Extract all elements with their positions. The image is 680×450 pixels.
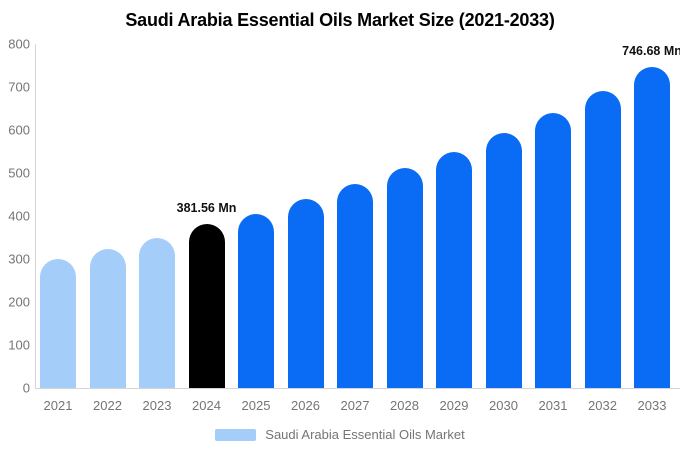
y-tick-label-100: 100 (8, 337, 30, 353)
value-label-2024: 381.56 Mn (176, 200, 237, 215)
y-tick-label-300: 300 (8, 251, 30, 267)
y-tick-label-800: 800 (8, 36, 30, 52)
y-tick-label-500: 500 (8, 165, 30, 181)
bar-2027[interactable] (337, 184, 373, 388)
x-tick-label-2023: 2023 (142, 398, 172, 413)
y-tick-label-700: 700 (8, 79, 30, 95)
bar-2029[interactable] (436, 151, 472, 388)
x-tick-label-2026: 2026 (291, 398, 320, 413)
legend-swatch[interactable] (215, 428, 257, 441)
bar-2023[interactable] (139, 237, 175, 388)
x-tick-label-2029: 2029 (439, 398, 469, 413)
bar-2030[interactable] (485, 133, 522, 388)
x-tick-label-2025: 2025 (241, 398, 271, 413)
x-tick-label-2024: 2024 (192, 398, 221, 413)
chart-title: Saudi Arabia Essential Oils Market Size … (125, 10, 555, 30)
legend[interactable]: Saudi Arabia Essential Oils Market (0, 427, 680, 442)
x-tick-label-2027: 2027 (340, 398, 370, 413)
x-tick-label-2030: 2030 (489, 398, 518, 413)
y-tick-label-600: 600 (8, 122, 30, 138)
y-axis-line (35, 44, 36, 389)
bar-2033[interactable] (634, 66, 670, 388)
y-tick-label-200: 200 (8, 294, 30, 310)
bar-2032[interactable] (584, 90, 621, 388)
bar-2028[interactable] (386, 167, 423, 388)
y-tick-label-400: 400 (8, 208, 30, 224)
x-tick-label-2031: 2031 (538, 398, 568, 413)
x-tick-label-2033: 2033 (637, 398, 667, 413)
x-tick-label-2032: 2032 (588, 398, 617, 413)
bar-2022[interactable] (89, 248, 126, 388)
bar-2021[interactable] (40, 259, 76, 388)
x-axis-line (35, 388, 680, 389)
x-tick-label-2021: 2021 (43, 398, 73, 413)
value-label-2033: 746.68 Mn (622, 43, 680, 58)
legend-label: Saudi Arabia Essential Oils Market (265, 427, 465, 442)
y-tick-label-0: 0 (22, 380, 30, 396)
x-tick-label-2028: 2028 (390, 398, 419, 413)
bar-2026[interactable] (287, 199, 324, 388)
x-tick-label-2022: 2022 (93, 398, 122, 413)
bar-2031[interactable] (535, 112, 571, 388)
bar-2025[interactable] (238, 213, 274, 388)
bar-2024[interactable] (188, 223, 225, 388)
